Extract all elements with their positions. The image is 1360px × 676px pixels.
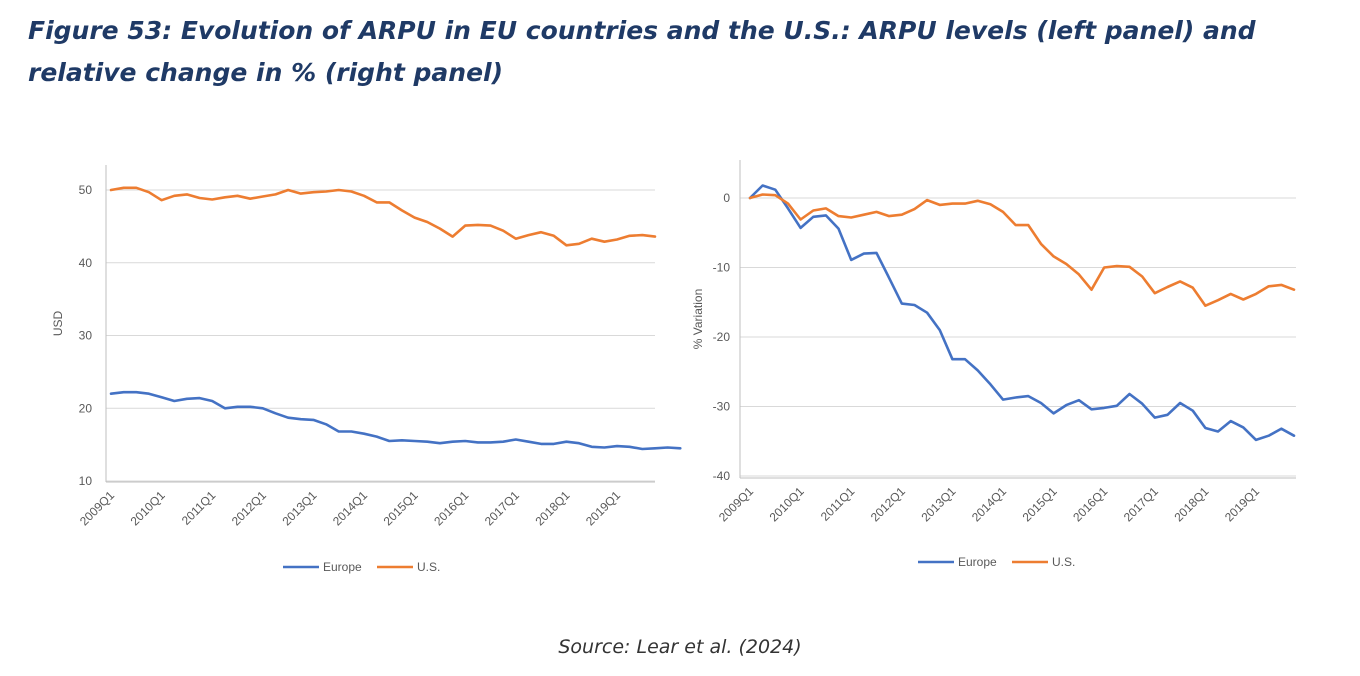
x-tick-label: 2014Q1 bbox=[969, 484, 1009, 524]
x-tick-label: 2013Q1 bbox=[918, 484, 958, 524]
y-axis-label: USD bbox=[51, 311, 65, 337]
y-tick-label: 0 bbox=[723, 191, 730, 205]
y-tick-label: 20 bbox=[79, 401, 93, 415]
series-line-us bbox=[109, 186, 657, 247]
x-tick-label: 2011Q1 bbox=[818, 484, 858, 524]
x-tick-label: 2018Q1 bbox=[1171, 484, 1211, 524]
figure-title: Figure 53: Evolution of ARPU in EU count… bbox=[28, 16, 1256, 87]
legend-label: Europe bbox=[958, 555, 997, 569]
series-line-us bbox=[748, 193, 1296, 308]
y-tick-label: -10 bbox=[713, 261, 731, 275]
x-tick-label: 2016Q1 bbox=[1070, 484, 1110, 524]
y-tick-label: 40 bbox=[79, 256, 93, 270]
y-tick-label: 30 bbox=[79, 329, 93, 343]
series-line-europe bbox=[748, 184, 1296, 442]
series-line-europe bbox=[109, 390, 682, 451]
y-tick-label: -40 bbox=[713, 469, 731, 483]
legend-label: U.S. bbox=[417, 560, 440, 574]
x-tick-label: 2017Q1 bbox=[1121, 484, 1161, 524]
x-tick-label: 2009Q1 bbox=[716, 484, 756, 524]
x-tick-label: 2019Q1 bbox=[1222, 484, 1262, 524]
figure-source: Source: Lear et al. (2024) bbox=[558, 636, 802, 658]
x-tick-label: 2010Q1 bbox=[767, 484, 807, 524]
y-tick-label: 50 bbox=[79, 183, 93, 197]
x-tick-label: 2012Q1 bbox=[868, 484, 908, 524]
y-tick-label: 10 bbox=[79, 474, 93, 488]
y-tick-label: -30 bbox=[713, 400, 731, 414]
y-tick-label: -20 bbox=[713, 330, 731, 344]
legend-label: U.S. bbox=[1052, 555, 1075, 569]
legend-label: Europe bbox=[323, 560, 362, 574]
x-tick-label: 2015Q1 bbox=[1020, 484, 1060, 524]
y-axis-label: % Variation bbox=[691, 289, 705, 349]
